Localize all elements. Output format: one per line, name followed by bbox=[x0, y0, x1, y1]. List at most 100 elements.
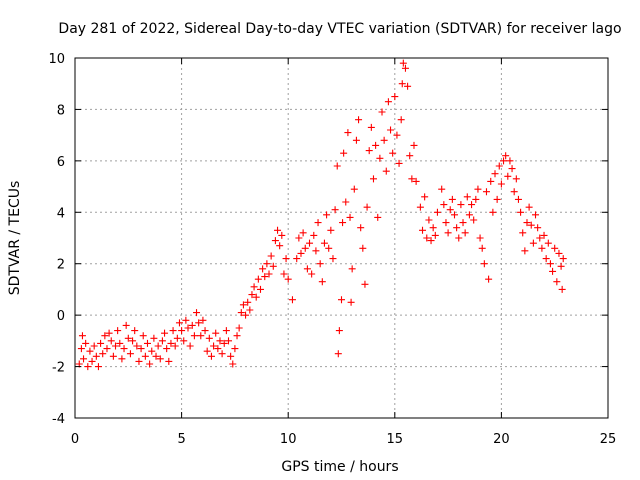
data-point bbox=[404, 82, 412, 90]
data-point bbox=[86, 347, 94, 355]
data-point bbox=[133, 342, 141, 350]
data-point bbox=[107, 337, 115, 345]
data-point bbox=[536, 234, 544, 242]
data-point bbox=[212, 329, 220, 337]
data-point bbox=[546, 260, 554, 268]
data-point bbox=[551, 244, 559, 252]
data-point bbox=[156, 355, 164, 363]
data-point bbox=[465, 211, 473, 219]
data-point bbox=[175, 319, 183, 327]
data-point bbox=[173, 334, 181, 342]
data-point bbox=[116, 339, 124, 347]
data-point bbox=[301, 244, 309, 252]
data-point bbox=[252, 293, 260, 301]
data-point bbox=[425, 216, 433, 224]
data-point bbox=[502, 152, 510, 160]
data-point bbox=[267, 252, 275, 260]
data-point bbox=[444, 229, 452, 237]
data-point bbox=[201, 327, 209, 335]
data-point bbox=[310, 231, 318, 239]
data-point bbox=[352, 136, 360, 144]
data-point bbox=[393, 131, 401, 139]
x-axis-title: GPS time / hours bbox=[281, 459, 398, 475]
data-point bbox=[382, 167, 390, 175]
data-point bbox=[348, 265, 356, 273]
data-point bbox=[237, 309, 245, 317]
data-point bbox=[178, 327, 186, 335]
data-point bbox=[197, 332, 205, 340]
data-point bbox=[519, 229, 527, 237]
data-point bbox=[242, 311, 250, 319]
data-point bbox=[325, 244, 333, 252]
data-point bbox=[120, 345, 128, 353]
data-point bbox=[527, 221, 535, 229]
data-point bbox=[500, 157, 508, 165]
data-point bbox=[165, 357, 173, 365]
data-point bbox=[84, 363, 92, 371]
data-point bbox=[233, 332, 241, 340]
data-point bbox=[329, 255, 337, 263]
data-point bbox=[470, 216, 478, 224]
data-point bbox=[235, 324, 243, 332]
data-point bbox=[380, 136, 388, 144]
data-point bbox=[333, 162, 341, 170]
data-point bbox=[468, 201, 476, 209]
data-point bbox=[372, 141, 380, 149]
data-point bbox=[410, 141, 418, 149]
data-point bbox=[474, 185, 482, 193]
y-tick-label: 4 bbox=[57, 206, 65, 221]
plot-frame bbox=[74, 57, 609, 419]
x-tick-label: 5 bbox=[177, 432, 185, 447]
data-point bbox=[391, 93, 399, 101]
data-point bbox=[261, 273, 269, 281]
y-tick-label: -2 bbox=[52, 361, 65, 376]
data-point bbox=[369, 175, 377, 183]
data-point bbox=[77, 345, 85, 353]
data-point bbox=[141, 352, 149, 360]
data-point bbox=[374, 213, 382, 221]
data-point bbox=[90, 342, 98, 350]
data-point bbox=[485, 275, 493, 283]
data-point bbox=[421, 193, 429, 201]
data-point bbox=[497, 180, 505, 188]
data-point bbox=[112, 342, 120, 350]
data-point bbox=[416, 203, 424, 211]
data-point bbox=[118, 355, 126, 363]
data-point bbox=[331, 206, 339, 214]
data-point bbox=[193, 309, 201, 317]
data-point bbox=[299, 229, 307, 237]
y-tick-label: 0 bbox=[57, 309, 65, 324]
data-point bbox=[216, 337, 224, 345]
data-point bbox=[514, 195, 522, 203]
data-point bbox=[395, 159, 403, 167]
data-point bbox=[378, 108, 386, 116]
data-point bbox=[506, 157, 514, 165]
x-tick-label: 20 bbox=[493, 432, 510, 447]
data-point bbox=[327, 226, 335, 234]
data-point bbox=[521, 247, 529, 255]
data-point bbox=[231, 345, 239, 353]
data-point bbox=[442, 219, 450, 227]
data-point bbox=[99, 350, 107, 358]
data-point bbox=[455, 234, 463, 242]
y-tick-label: -4 bbox=[52, 412, 65, 427]
data-point bbox=[97, 339, 105, 347]
data-point bbox=[557, 262, 565, 270]
data-point bbox=[229, 360, 237, 368]
data-point bbox=[276, 242, 284, 250]
data-point bbox=[412, 177, 420, 185]
data-point bbox=[263, 260, 271, 268]
data-point bbox=[476, 234, 484, 242]
data-point bbox=[397, 116, 405, 124]
data-point bbox=[303, 265, 311, 273]
data-point bbox=[448, 195, 456, 203]
data-point bbox=[538, 244, 546, 252]
data-point bbox=[316, 260, 324, 268]
data-point bbox=[280, 270, 288, 278]
data-point bbox=[487, 177, 495, 185]
data-point bbox=[346, 213, 354, 221]
data-point bbox=[152, 352, 160, 360]
data-point bbox=[523, 219, 531, 227]
data-point bbox=[357, 224, 365, 232]
data-point bbox=[271, 237, 279, 245]
